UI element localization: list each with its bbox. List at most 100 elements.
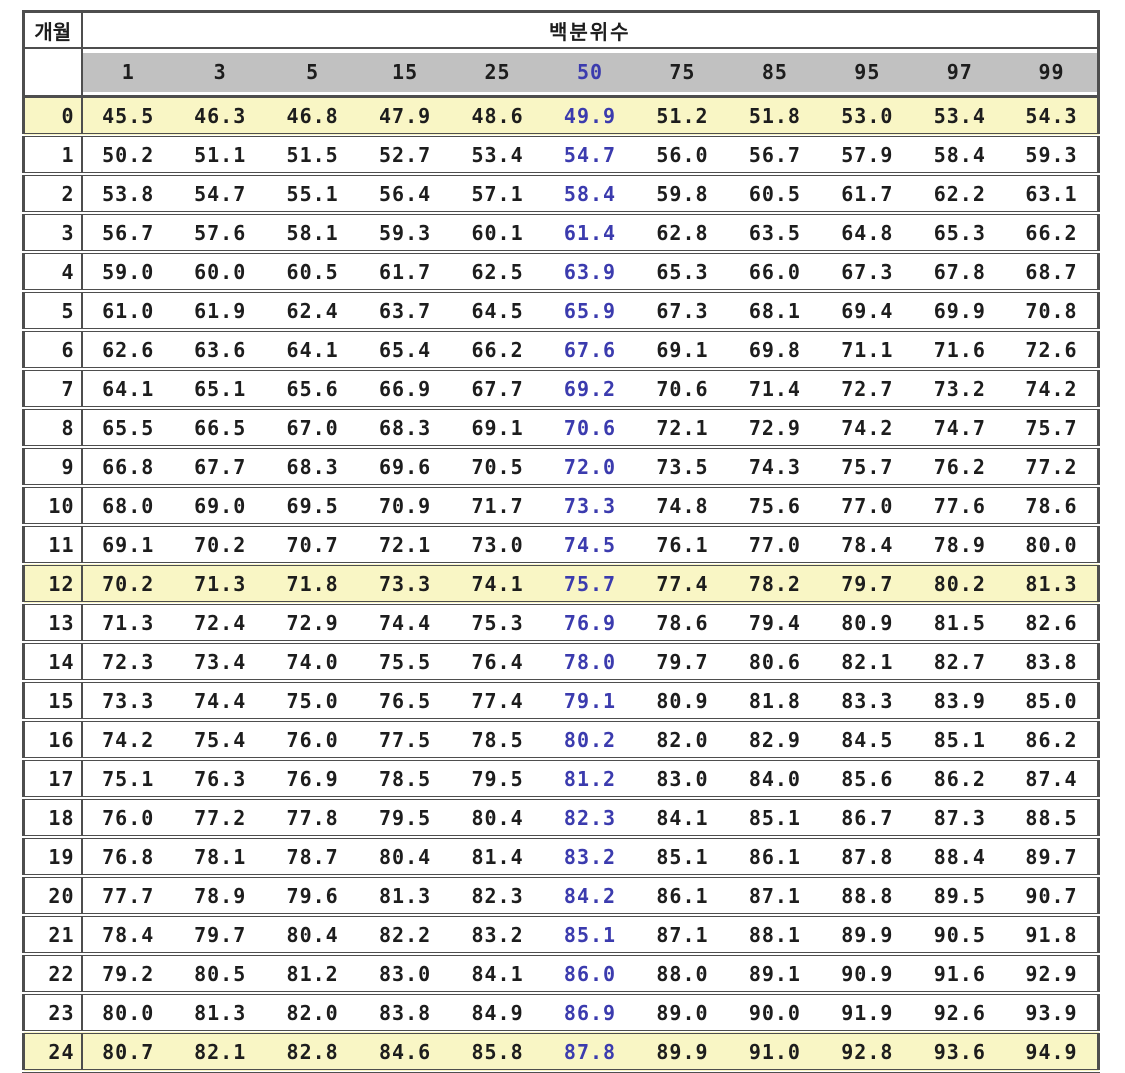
value-cell: 74.2 xyxy=(821,408,914,449)
value-cell: 87.3 xyxy=(913,798,1007,839)
value-cell: 67.7 xyxy=(173,447,267,488)
value-cell: 64.1 xyxy=(81,369,174,410)
value-cell: 82.3 xyxy=(543,798,637,839)
value-cell: 86.0 xyxy=(543,954,637,995)
value-cell: 74.8 xyxy=(636,486,729,527)
value-cell: 88.5 xyxy=(1006,798,1099,839)
percentile-header-75: 75 xyxy=(636,48,729,98)
value-cell: 71.3 xyxy=(173,564,267,605)
value-cell: 71.4 xyxy=(728,369,822,410)
value-cell: 87.1 xyxy=(636,915,729,956)
value-cell: 53.0 xyxy=(821,96,914,137)
value-cell: 77.6 xyxy=(913,486,1007,527)
table-row-month-24: 24 80.7 82.1 82.8 84.6 85.8 87.8 89.9 91.0 92.8 93… xyxy=(23,1032,1099,1073)
percentile-header-50: 50 xyxy=(543,48,637,98)
value-cell: 74.5 xyxy=(543,525,637,566)
value-cell: 78.6 xyxy=(1006,486,1099,527)
value-cell: 82.1 xyxy=(173,1032,267,1073)
value-cell: 81.4 xyxy=(451,837,544,878)
value-cell: 91.0 xyxy=(728,1032,822,1073)
value-cell: 67.0 xyxy=(266,408,359,449)
table-row-month-2: 2 53.8 54.7 55.1 56.4 57.1 58.4 59.8 60.5 61.7 62.… xyxy=(23,174,1099,215)
percentile-group-header: 백분위수 xyxy=(81,11,1099,49)
value-cell: 66.9 xyxy=(358,369,452,410)
value-cell: 72.3 xyxy=(81,642,174,683)
value-cell: 79.7 xyxy=(636,642,729,683)
value-cell: 73.2 xyxy=(913,369,1007,410)
value-cell: 82.0 xyxy=(636,720,729,761)
table-row-month-12: 12 70.2 71.3 71.8 73.3 74.1 75.7 77.4 78.2 79.7 80… xyxy=(23,564,1099,605)
value-cell: 74.0 xyxy=(266,642,359,683)
value-cell: 67.6 xyxy=(543,330,637,371)
table-row-month-17: 17 75.1 76.3 76.9 78.5 79.5 81.2 83.0 84.0 85.6 86… xyxy=(23,759,1099,800)
value-cell: 73.3 xyxy=(358,564,452,605)
value-cell: 79.5 xyxy=(451,759,544,800)
value-cell: 47.9 xyxy=(358,96,452,137)
table-row-month-9: 9 66.8 67.7 68.3 69.6 70.5 72.0 73.5 74.3 75.7 76.… xyxy=(23,447,1099,488)
value-cell: 80.2 xyxy=(543,720,637,761)
table-row-month-0: 0 45.5 46.3 46.8 47.9 48.6 49.9 51.2 51.8 53.0 53.… xyxy=(23,96,1099,137)
value-cell: 65.1 xyxy=(173,369,267,410)
value-cell: 72.4 xyxy=(173,603,267,644)
value-cell: 71.1 xyxy=(821,330,914,371)
table-row-month-20: 20 77.7 78.9 79.6 81.3 82.3 84.2 86.1 87.1 88.8 89… xyxy=(23,876,1099,917)
month-cell: 17 xyxy=(23,759,83,800)
value-cell: 85.8 xyxy=(451,1032,544,1073)
percentile-header-15: 15 xyxy=(358,48,452,98)
value-cell: 72.6 xyxy=(1006,330,1099,371)
value-cell: 60.5 xyxy=(728,174,822,215)
value-cell: 82.9 xyxy=(728,720,822,761)
month-cell: 2 xyxy=(23,174,83,215)
table-row-month-19: 19 76.8 78.1 78.7 80.4 81.4 83.2 85.1 86.1 87.8 88… xyxy=(23,837,1099,878)
value-cell: 51.5 xyxy=(266,135,359,176)
value-cell: 63.9 xyxy=(543,252,637,293)
percentile-header-95: 95 xyxy=(821,48,914,98)
month-cell: 18 xyxy=(23,798,83,839)
value-cell: 76.3 xyxy=(173,759,267,800)
value-cell: 69.2 xyxy=(543,369,637,410)
value-cell: 67.7 xyxy=(451,369,544,410)
value-cell: 70.7 xyxy=(266,525,359,566)
value-cell: 91.9 xyxy=(821,993,914,1034)
month-cell: 9 xyxy=(23,447,83,488)
value-cell: 66.8 xyxy=(81,447,174,488)
table-row-month-21: 21 78.4 79.7 80.4 82.2 83.2 85.1 87.1 88.1 89.9 90… xyxy=(23,915,1099,956)
value-cell: 79.4 xyxy=(728,603,822,644)
month-cell: 6 xyxy=(23,330,83,371)
value-cell: 74.4 xyxy=(173,681,267,722)
value-cell: 73.3 xyxy=(543,486,637,527)
value-cell: 75.7 xyxy=(1006,408,1099,449)
value-cell: 85.1 xyxy=(636,837,729,878)
value-cell: 62.5 xyxy=(451,252,544,293)
value-cell: 69.1 xyxy=(636,330,729,371)
table-row-month-8: 8 65.5 66.5 67.0 68.3 69.1 70.6 72.1 72.9 74.2 74.… xyxy=(23,408,1099,449)
value-cell: 73.4 xyxy=(173,642,267,683)
value-cell: 89.7 xyxy=(1006,837,1099,878)
value-cell: 54.7 xyxy=(543,135,637,176)
value-cell: 90.0 xyxy=(728,993,822,1034)
value-cell: 75.4 xyxy=(173,720,267,761)
value-cell: 83.9 xyxy=(913,681,1007,722)
value-cell: 76.0 xyxy=(266,720,359,761)
value-cell: 77.4 xyxy=(636,564,729,605)
value-cell: 75.5 xyxy=(358,642,452,683)
value-cell: 71.3 xyxy=(81,603,174,644)
percentile-header-corner xyxy=(23,48,83,98)
value-cell: 83.2 xyxy=(451,915,544,956)
value-cell: 86.2 xyxy=(913,759,1007,800)
value-cell: 48.6 xyxy=(451,96,544,137)
value-cell: 82.0 xyxy=(266,993,359,1034)
value-cell: 78.9 xyxy=(173,876,267,917)
value-cell: 79.1 xyxy=(543,681,637,722)
value-cell: 91.6 xyxy=(913,954,1007,995)
value-cell: 82.1 xyxy=(821,642,914,683)
value-cell: 61.9 xyxy=(173,291,267,332)
value-cell: 80.0 xyxy=(1006,525,1099,566)
value-cell: 87.1 xyxy=(728,876,822,917)
value-cell: 46.3 xyxy=(173,96,267,137)
value-cell: 65.4 xyxy=(358,330,452,371)
value-cell: 69.0 xyxy=(173,486,267,527)
value-cell: 53.4 xyxy=(913,96,1007,137)
table-row-month-7: 7 64.1 65.1 65.6 66.9 67.7 69.2 70.6 71.4 72.7 73.… xyxy=(23,369,1099,410)
value-cell: 87.4 xyxy=(1006,759,1099,800)
